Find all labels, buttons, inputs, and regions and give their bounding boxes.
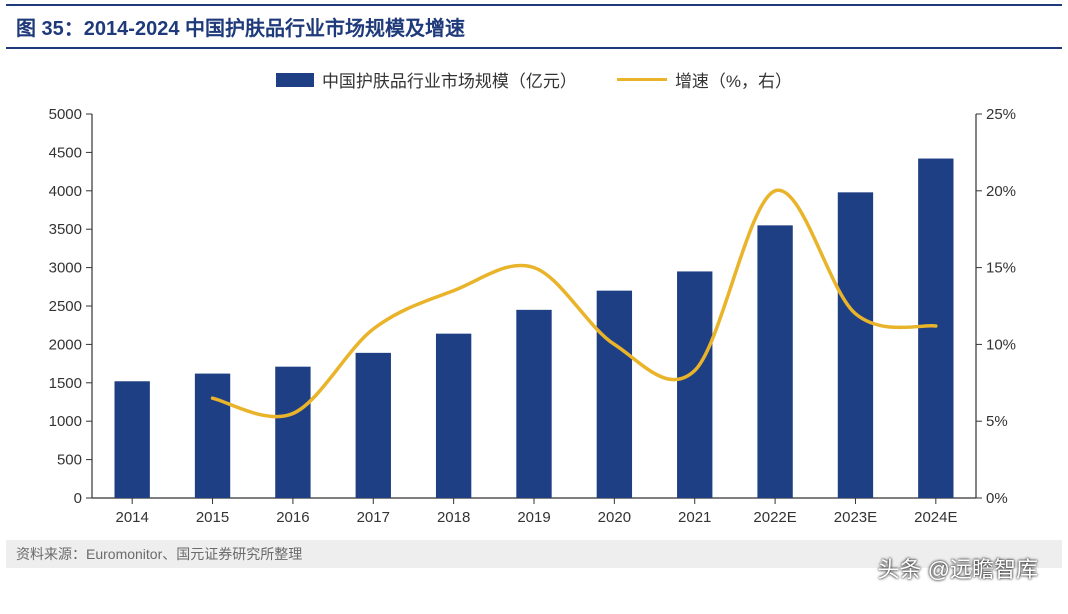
svg-text:2021: 2021 <box>678 509 711 526</box>
chart-area: 0 500 1000 1500 2000 2500 3000 3500 4000 4500 5000… <box>30 104 1038 534</box>
legend-label-line: 增速（%，右） <box>675 67 792 92</box>
svg-text:2017: 2017 <box>357 509 390 526</box>
svg-text:2015: 2015 <box>196 509 229 526</box>
bar <box>115 381 150 498</box>
svg-text:2023E: 2023E <box>834 509 877 526</box>
bar <box>436 334 471 498</box>
chart-title-bar: 图 35：2014-2024 中国护肤品行业市场规模及增速 <box>6 4 1062 49</box>
svg-text:2024E: 2024E <box>914 509 957 526</box>
bar <box>275 367 310 498</box>
bar <box>677 271 712 498</box>
svg-text:500: 500 <box>57 452 82 469</box>
legend-swatch-line <box>617 78 667 81</box>
svg-text:1500: 1500 <box>49 375 82 392</box>
svg-text:2000: 2000 <box>49 336 82 353</box>
svg-text:5000: 5000 <box>49 106 82 123</box>
svg-text:5%: 5% <box>986 413 1008 430</box>
legend-item-bar: 中国护肤品行业市场规模（亿元） <box>276 67 577 92</box>
svg-text:25%: 25% <box>986 106 1016 123</box>
svg-text:0: 0 <box>74 490 82 507</box>
svg-text:1000: 1000 <box>49 413 82 430</box>
bar <box>918 159 953 498</box>
bar <box>356 353 391 498</box>
source-text: 资料来源：Euromonitor、国元证券研究所整理 <box>16 546 302 562</box>
svg-text:4000: 4000 <box>49 183 82 200</box>
svg-text:4500: 4500 <box>49 144 82 161</box>
bar <box>757 225 792 498</box>
bar <box>516 310 551 498</box>
chart-svg: 0 500 1000 1500 2000 2500 3000 3500 4000 4500 5000… <box>30 104 1038 534</box>
legend-label-bar: 中国护肤品行业市场规模（亿元） <box>322 67 577 92</box>
svg-text:20%: 20% <box>986 183 1016 200</box>
svg-text:3000: 3000 <box>49 260 82 277</box>
bar <box>195 374 230 498</box>
svg-text:2018: 2018 <box>437 509 470 526</box>
svg-text:3500: 3500 <box>49 221 82 238</box>
bar <box>838 192 873 498</box>
svg-text:2014: 2014 <box>115 509 148 526</box>
legend: 中国护肤品行业市场规模（亿元） 增速（%，右） <box>0 67 1068 92</box>
legend-swatch-bar <box>276 73 314 87</box>
svg-text:2500: 2500 <box>49 298 82 315</box>
svg-text:2020: 2020 <box>598 509 631 526</box>
bar <box>597 291 632 498</box>
chart-title: 图 35：2014-2024 中国护肤品行业市场规模及增速 <box>16 18 465 40</box>
growth-line <box>213 190 936 416</box>
legend-item-line: 增速（%，右） <box>617 67 792 92</box>
svg-text:2022E: 2022E <box>753 509 796 526</box>
svg-text:2019: 2019 <box>517 509 550 526</box>
source-line: 资料来源：Euromonitor、国元证券研究所整理 <box>6 540 1062 568</box>
svg-text:2016: 2016 <box>276 509 309 526</box>
svg-text:15%: 15% <box>986 260 1016 277</box>
svg-text:10%: 10% <box>986 336 1016 353</box>
svg-text:0%: 0% <box>986 490 1008 507</box>
